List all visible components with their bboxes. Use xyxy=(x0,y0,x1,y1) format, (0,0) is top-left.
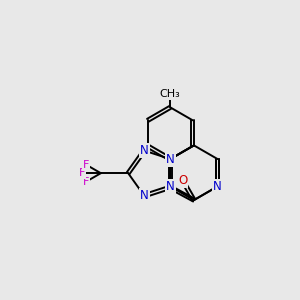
Text: N: N xyxy=(166,153,175,166)
Text: O: O xyxy=(178,174,188,187)
Text: F: F xyxy=(83,160,89,170)
Text: CH₃: CH₃ xyxy=(160,89,181,99)
Text: F: F xyxy=(83,177,89,187)
Text: N: N xyxy=(213,180,222,193)
Text: N: N xyxy=(140,144,148,157)
Text: N: N xyxy=(166,180,175,193)
Text: N: N xyxy=(140,189,148,202)
Text: F: F xyxy=(79,168,85,178)
